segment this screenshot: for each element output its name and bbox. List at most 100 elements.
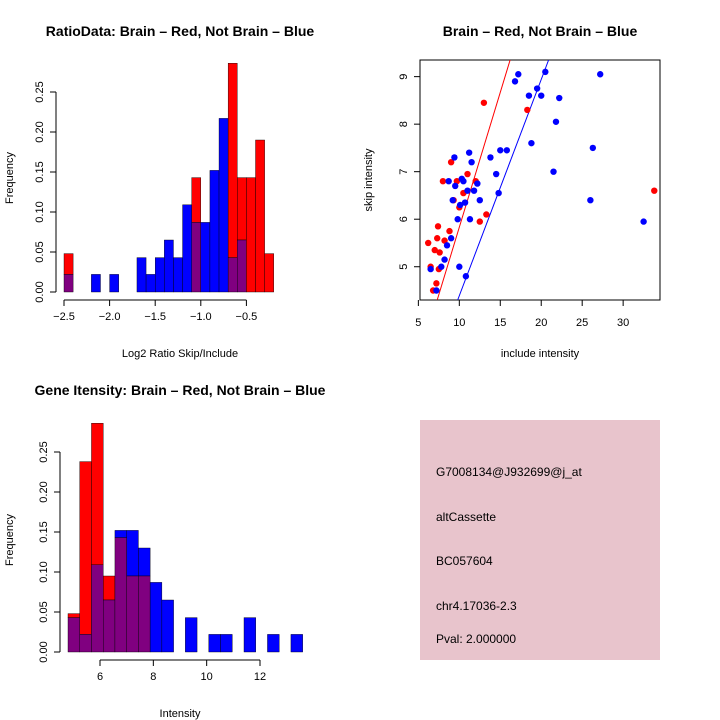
notbrain-point — [474, 180, 481, 187]
brain-point — [439, 177, 447, 185]
notbrain-point — [456, 201, 464, 209]
ratio-y-tick-label: 0.15 — [34, 161, 46, 182]
ratio-bar-notbrain — [91, 274, 101, 293]
notbrain-point — [460, 177, 467, 185]
gene-bar-overlap — [91, 564, 104, 653]
gene-bar-notbrain — [208, 634, 221, 653]
ratio-y-tick-label: 0.20 — [34, 121, 46, 142]
notbrain-point — [449, 196, 456, 204]
notbrain-point — [515, 71, 522, 78]
ratio-bar-brain — [264, 253, 274, 293]
notbrain-point — [452, 182, 459, 190]
brain-point — [441, 237, 448, 244]
notbrain-point — [587, 196, 594, 204]
ratio-bar-brain — [191, 177, 201, 223]
notbrain-point — [492, 170, 500, 178]
notbrain-point — [550, 168, 557, 175]
gene-chart-title: Gene Itensity: Brain – Red, Not Brain – … — [35, 382, 326, 398]
notbrain-point — [445, 177, 452, 185]
notbrain-point — [556, 94, 563, 102]
ratio-bar-brain — [246, 177, 256, 293]
notbrain-point — [538, 92, 545, 99]
notbrain-point — [468, 158, 475, 166]
gene-y-tick-label: 0.20 — [38, 481, 50, 502]
notbrain-point — [461, 199, 469, 206]
gene-bar-brain — [91, 423, 104, 566]
brain-point — [431, 246, 438, 254]
scatter-x-tick-label: 20 — [535, 317, 547, 329]
scatter-x-tick-label: 5 — [415, 317, 421, 329]
ratio-bar-notbrain — [182, 204, 192, 293]
notbrain-point — [454, 216, 461, 223]
scatter-x-tick-label: 25 — [576, 317, 588, 329]
ratio-y-tick-label: 0.25 — [34, 81, 46, 102]
gene-x-axis-label: Intensity — [160, 708, 201, 720]
scatter-chart-title: Brain – Red, Not Brain – Blue — [443, 23, 638, 39]
ratio-bars — [63, 63, 274, 293]
brain-point — [447, 158, 455, 166]
ratio-x-tick-label: −2.5 — [53, 311, 75, 323]
gene-bar-overlap — [102, 599, 116, 653]
scatter-axes: 5 10 15 20 25 30 5 6 7 8 9 — [398, 74, 629, 329]
ratio-axes: 0.00 0.05 0.10 0.15 0.20 0.25 −2.5 −2.0 −1.5 −1.0… — [34, 81, 257, 323]
ratio-y-tick-label: 0.05 — [34, 241, 46, 262]
notbrain-point — [427, 265, 434, 273]
brain-point — [524, 106, 531, 114]
gene-bar-notbrain — [161, 599, 174, 653]
notbrain-point — [640, 218, 647, 225]
notbrain-point — [552, 118, 560, 125]
ratio-bar-overlap — [63, 274, 74, 293]
notbrain-point — [465, 149, 473, 156]
ratio-bar-overlap — [237, 239, 247, 293]
notbrain-point — [497, 147, 504, 154]
ratio-x-tick-label: −2.0 — [99, 311, 121, 323]
brain-point — [424, 239, 432, 247]
info-panel-background — [420, 420, 660, 660]
brain-point — [651, 187, 658, 194]
gene-bar-notbrain — [149, 582, 163, 653]
brain-point — [476, 218, 483, 225]
ratio-bar-notbrain — [173, 257, 183, 293]
notbrain-point — [533, 85, 541, 92]
scatter-plot-frame — [419, 59, 661, 301]
notbrain-point — [525, 92, 533, 99]
ratio-bar-notbrain — [109, 274, 119, 293]
gene-x-tick-label: 8 — [150, 671, 156, 683]
gene-bar-brain — [79, 461, 92, 635]
notbrain-point — [476, 196, 483, 204]
scatter-y-tick-label: 5 — [398, 264, 410, 270]
scatter-y-tick-label: 7 — [398, 169, 410, 175]
ratio-bar-notbrain — [200, 222, 211, 293]
gene-y-tick-label: 0.25 — [38, 441, 50, 462]
brain-point — [480, 99, 488, 106]
notbrain-point — [466, 216, 474, 223]
ratio-bar-notbrain — [136, 257, 147, 293]
gene-histogram-panel: Gene Itensity: Brain – Red, Not Brain – … — [4, 382, 326, 720]
pval-text: Pval: 2.000000 — [436, 632, 516, 646]
scatter-x-tick-label: 10 — [453, 317, 465, 329]
ratio-chart-title: RatioData: Brain – Red, Not Brain – Blue — [46, 23, 315, 39]
gene-bar-brain — [102, 575, 116, 601]
scatter-plot-panel: Brain – Red, Not Brain – Blue include in… — [363, 23, 661, 360]
ratio-bar-brain — [227, 63, 238, 258]
ratio-y-tick-label: 0.10 — [34, 201, 46, 222]
notbrain-point — [487, 154, 494, 161]
scatter-y-tick-label: 8 — [398, 121, 410, 127]
gene-bar-notbrain — [138, 547, 151, 577]
gene-y-tick-label: 0.15 — [38, 521, 50, 542]
scatter-x-tick-label: 30 — [617, 317, 629, 329]
gene-x-tick-label: 6 — [97, 671, 103, 683]
gene-bar-notbrain — [114, 530, 127, 538]
ratio-bar-brain — [237, 177, 247, 241]
gene-bar-notbrain — [220, 634, 233, 653]
notbrain-point — [447, 235, 455, 242]
notbrain-point — [443, 242, 451, 249]
gene-bar-notbrain — [267, 634, 280, 653]
ratio-histogram-panel: RatioData: Brain – Red, Not Brain – Blue… — [4, 23, 314, 360]
gene-bar-overlap — [114, 537, 127, 653]
brain-point — [434, 223, 442, 230]
scatter-y-axis-label: skip intensity — [363, 148, 375, 211]
notbrain-fit-line — [457, 59, 550, 301]
ratio-bar-notbrain — [164, 239, 174, 293]
